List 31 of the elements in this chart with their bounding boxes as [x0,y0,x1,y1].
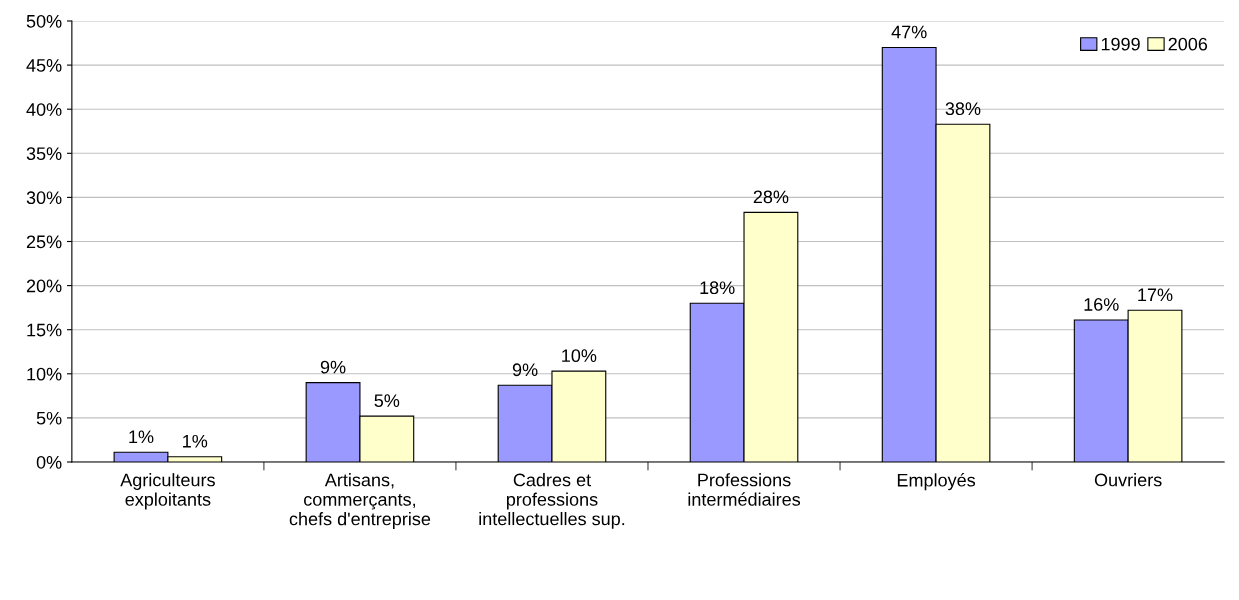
x-tick-label: Cadres et professions intellectuelles sup. [479,473,625,529]
data-label: 10% [562,349,597,363]
data-label: 28% [753,190,789,204]
x-tick-label: Ouvriers [1094,473,1162,487]
y-tick-label: 10% [27,367,62,381]
data-label: 16% [1084,298,1119,311]
data-label: 1% [129,430,154,444]
y-tick-label: 45% [26,59,62,72]
x-tick-label: Employés [897,473,976,491]
data-label: 38% [945,102,981,116]
data-label: 18% [700,281,735,295]
y-tick-label: 50% [26,14,62,28]
legend-label: 1999 [1101,37,1140,51]
y-tick-label: 35% [26,147,62,161]
x-tick-label: Artisans, commerçants, chefs d'entreprise [289,473,431,529]
y-tick-label: 15% [27,323,62,337]
y-tick-label: 25% [26,235,62,249]
y-tick-label: 5% [36,411,62,425]
y-tick-label: 20% [26,279,62,293]
data-label: 17% [1138,288,1173,302]
x-tick-label: Agriculteurs exploitants [120,473,215,510]
x-tick-label: Professions intermédiaires [688,473,801,506]
y-tick-label: 40% [26,103,62,116]
legend-label: 2006 [1168,37,1208,51]
data-label: 9% [320,360,346,374]
data-label: 9% [512,363,538,377]
data-label: 1% [183,434,208,448]
data-label: 5% [374,394,400,408]
y-tick-label: 0% [36,455,62,469]
y-tick-label: 30% [26,191,62,205]
data-label: 47% [891,25,927,39]
